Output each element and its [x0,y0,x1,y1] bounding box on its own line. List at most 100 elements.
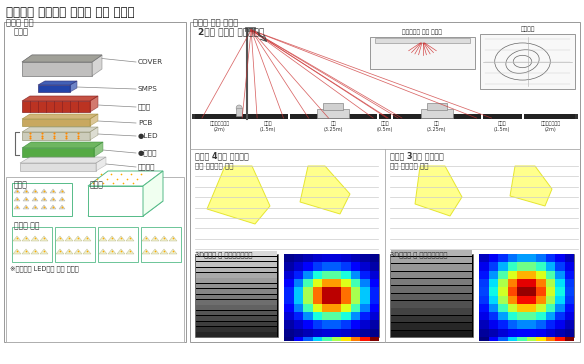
Bar [287,114,290,119]
Polygon shape [23,189,29,193]
Text: ※반사판과 LED소자 조합 구조도: ※반사판과 LED소자 조합 구조도 [10,265,79,272]
Bar [312,329,322,337]
Bar [284,329,294,337]
Bar [196,273,277,278]
Bar [312,262,322,270]
Bar [322,262,332,270]
Bar [360,312,370,320]
Bar [545,262,555,270]
Bar [420,109,453,118]
Text: 횡단보도 등기구의 구조와 적용 개념도: 횡단보도 등기구의 구조와 적용 개념도 [6,6,134,19]
Bar [196,289,277,294]
Text: 평면도: 평면도 [14,180,28,189]
Bar [196,268,277,272]
Bar [303,304,312,312]
Bar [488,337,498,341]
Bar [498,262,507,270]
Text: 구조도: 구조도 [14,27,29,36]
Bar [565,337,574,341]
Bar [284,279,294,287]
Bar [141,227,181,262]
Polygon shape [65,249,73,254]
Polygon shape [32,205,38,209]
Bar [196,316,277,321]
Bar [555,262,565,270]
Bar [332,296,341,304]
Text: 2차로 도로의 표준횡단면: 2차로 도로의 표준횡단면 [198,27,264,36]
Bar [370,337,379,341]
Bar [517,287,527,296]
Bar [479,329,488,337]
Bar [322,320,332,329]
Bar [303,270,312,279]
Polygon shape [126,236,134,241]
Bar [360,254,370,262]
Polygon shape [74,236,82,241]
Bar [350,254,360,262]
Polygon shape [160,236,168,241]
Text: 평판렌즈: 평판렌즈 [138,164,155,170]
Polygon shape [22,101,90,112]
Polygon shape [88,186,143,216]
Polygon shape [56,236,64,241]
Bar [332,287,341,296]
Bar [507,304,517,312]
Bar [284,320,294,329]
Bar [370,304,379,312]
Bar [294,262,303,270]
Bar [312,287,322,296]
Bar [294,304,303,312]
Polygon shape [90,114,98,126]
Bar [391,309,472,315]
Polygon shape [32,189,38,193]
Bar [507,312,517,320]
Bar [498,254,507,262]
Bar [555,329,565,337]
Bar [517,270,527,279]
Bar [284,312,294,320]
Bar [527,337,536,341]
Bar [312,279,322,287]
Bar [391,301,472,308]
Bar [12,183,72,216]
Bar [488,270,498,279]
Text: 보행자대기지역
(2m): 보행자대기지역 (2m) [210,121,230,132]
Bar [488,262,498,270]
Bar [303,337,312,341]
Bar [190,22,580,342]
Bar [575,114,578,119]
Polygon shape [99,249,107,254]
Polygon shape [40,236,48,241]
Bar [507,254,517,262]
Bar [536,320,545,329]
Text: 등기구 적용 개념도: 등기구 적용 개념도 [193,18,238,27]
Bar [324,103,343,110]
Bar [517,337,527,341]
Bar [196,332,277,337]
Bar [555,279,565,287]
Bar [312,337,322,341]
Bar [360,270,370,279]
Bar [391,331,472,337]
Polygon shape [117,249,125,254]
Polygon shape [56,249,64,254]
Bar [192,114,578,119]
Text: 차로
(3.25m): 차로 (3.25m) [427,121,446,132]
Bar [360,287,370,296]
Bar [479,279,488,287]
Bar [322,329,332,337]
Bar [192,114,195,119]
Bar [527,312,536,320]
Bar [350,296,360,304]
Bar [488,304,498,312]
Bar [498,296,507,304]
Bar [527,254,536,262]
Bar [545,279,555,287]
Bar [294,254,303,262]
Bar [555,304,565,312]
Bar [565,254,574,262]
Text: 빛의 방향성과 범위: 빛의 방향성과 범위 [390,162,429,169]
Bar [536,296,545,304]
Bar [479,304,488,312]
Text: 중앙선
(0.5m): 중앙선 (0.5m) [377,121,393,132]
